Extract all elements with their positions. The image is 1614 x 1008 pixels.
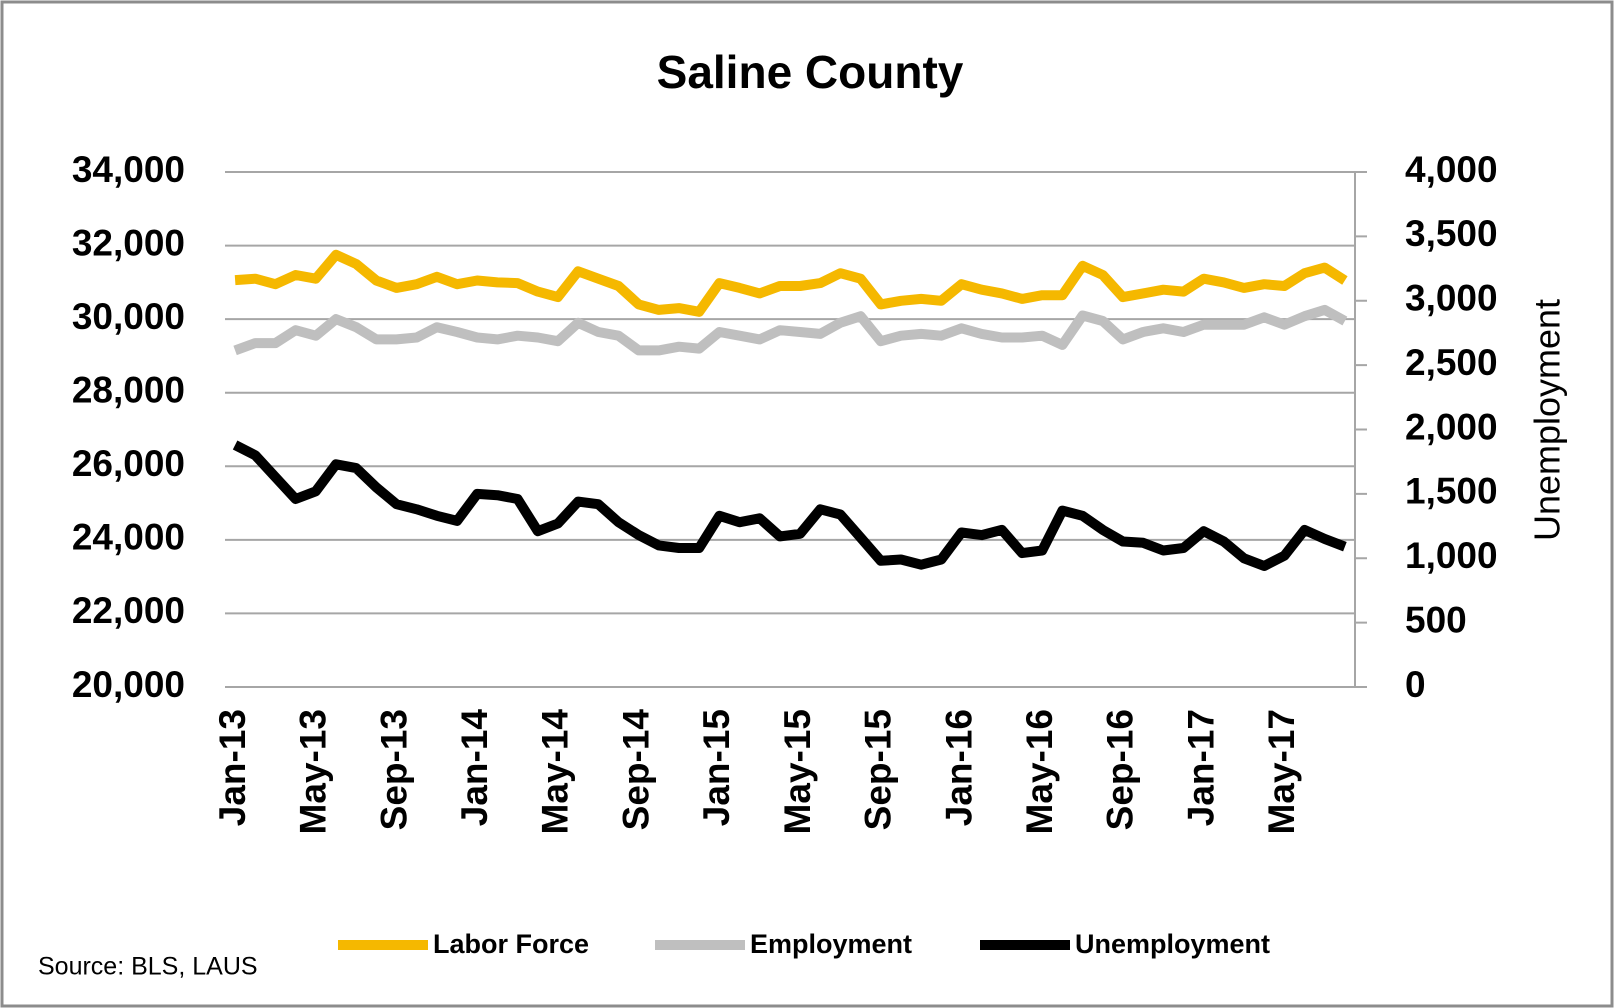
y-tick-label: 30,000 <box>72 296 185 337</box>
y-tick-label: 28,000 <box>72 369 185 410</box>
x-tick-label: Jan-17 <box>1180 709 1221 826</box>
y-tick-label: 34,000 <box>72 149 185 190</box>
y2-tick-label: 1,500 <box>1405 471 1498 512</box>
x-tick-label: Sep-14 <box>615 709 656 831</box>
y-tick-label: 26,000 <box>72 443 185 484</box>
y2-tick-label: 4,000 <box>1405 149 1498 190</box>
y-tick-label: 20,000 <box>72 664 185 705</box>
y2-tick-label: 3,500 <box>1405 213 1498 254</box>
series-line <box>234 249 1348 317</box>
source-note: Source: BLS, LAUS <box>38 953 258 981</box>
y-tick-label: 32,000 <box>72 222 185 263</box>
legend-label: Unemployment <box>1075 929 1270 959</box>
x-tick-label: May-13 <box>293 709 334 834</box>
series-line <box>232 440 1347 571</box>
y2-tick-label: 500 <box>1405 599 1467 640</box>
x-tick-label: Sep-16 <box>1100 709 1141 830</box>
x-tick-label: Sep-13 <box>373 709 414 830</box>
x-tick-label: May-15 <box>777 709 818 834</box>
y2-tick-label: 2,500 <box>1405 342 1498 383</box>
x-tick-label: Sep-15 <box>858 709 899 830</box>
y2-tick-label: 3,000 <box>1405 278 1498 319</box>
series-line <box>233 304 1348 356</box>
x-tick-label: Jan-15 <box>696 709 737 826</box>
x-tick-label: May-14 <box>535 709 576 835</box>
y-tick-label: 24,000 <box>72 517 185 558</box>
x-tick-label: Jan-13 <box>212 709 253 826</box>
y2-tick-label: 2,000 <box>1405 406 1498 447</box>
chart-title: Saline County <box>657 46 964 98</box>
y-tick-label: 22,000 <box>72 590 185 631</box>
x-tick-label: Jan-14 <box>454 709 495 827</box>
y2-axis-label: Unemployment <box>1527 299 1568 541</box>
x-tick-label: May-17 <box>1261 709 1302 834</box>
x-tick-label: May-16 <box>1019 709 1060 834</box>
y2-tick-label: 0 <box>1405 664 1426 705</box>
legend-label: Employment <box>750 929 912 959</box>
legend-label: Labor Force <box>433 929 589 959</box>
y2-tick-label: 1,000 <box>1405 535 1498 576</box>
x-tick-label: Jan-16 <box>938 709 979 826</box>
